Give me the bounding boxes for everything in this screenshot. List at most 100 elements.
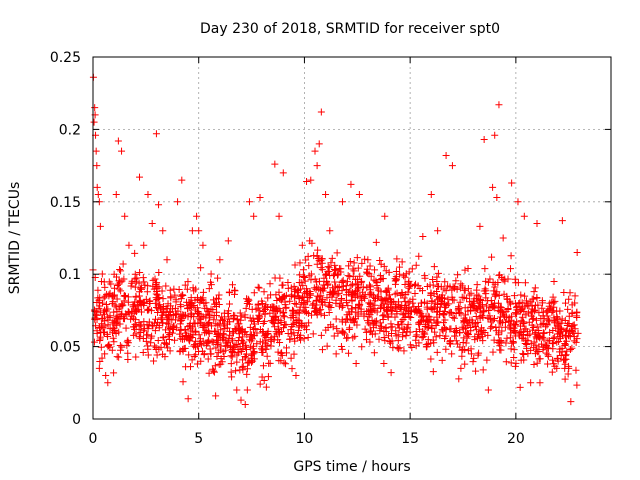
- data-point: [250, 289, 258, 297]
- data-point: [491, 314, 499, 322]
- data-point: [556, 307, 564, 315]
- data-point: [461, 266, 469, 274]
- data-point: [182, 329, 190, 337]
- data-point: [310, 284, 318, 292]
- data-point: [224, 310, 232, 318]
- data-point: [446, 325, 454, 333]
- data-point: [228, 281, 236, 289]
- data-point: [415, 252, 423, 260]
- data-point: [361, 255, 369, 263]
- data-point: [565, 295, 573, 303]
- data-point: [274, 319, 282, 327]
- data-point: [438, 326, 446, 334]
- data-point: [213, 340, 221, 348]
- data-point: [403, 304, 411, 312]
- data-point: [572, 366, 580, 374]
- data-point: [313, 292, 321, 300]
- data-point: [421, 330, 429, 338]
- data-point: [446, 308, 454, 316]
- data-point: [549, 335, 557, 343]
- data-point: [233, 325, 241, 333]
- data-point: [246, 331, 254, 339]
- data-point: [401, 280, 409, 288]
- data-point: [290, 293, 298, 301]
- data-point: [118, 147, 126, 155]
- data-point: [433, 308, 441, 316]
- data-point: [445, 309, 453, 317]
- data-point: [291, 337, 299, 345]
- data-point: [151, 327, 159, 335]
- data-point: [185, 299, 193, 307]
- data-point: [172, 296, 180, 304]
- data-point: [550, 299, 558, 307]
- data-point: [427, 289, 435, 297]
- data-point: [464, 265, 472, 273]
- data-point: [118, 343, 126, 351]
- data-point: [489, 316, 497, 324]
- data-point: [356, 272, 364, 280]
- data-point: [550, 314, 558, 322]
- data-point: [333, 325, 341, 333]
- data-point: [398, 258, 406, 266]
- data-point: [181, 281, 189, 289]
- data-point: [448, 162, 456, 170]
- data-point: [195, 227, 203, 235]
- tick-labels: 0 0.05 0.1 0.15 0.2 0.25 0 5 10 15 20: [50, 50, 525, 447]
- data-point: [154, 336, 162, 344]
- data-point: [430, 304, 438, 312]
- data-point: [311, 147, 319, 155]
- data-point: [263, 352, 271, 360]
- data-point: [108, 292, 116, 300]
- data-point: [481, 265, 489, 273]
- data-point: [92, 147, 100, 155]
- data-point: [237, 316, 245, 324]
- data-point: [391, 313, 399, 321]
- data-point: [110, 270, 118, 278]
- data-point: [264, 327, 272, 335]
- data-point: [243, 345, 251, 353]
- data-point: [192, 337, 200, 345]
- data-point: [90, 306, 98, 314]
- data-point: [452, 277, 460, 285]
- data-point: [404, 321, 412, 329]
- axis-ticks: [92, 56, 611, 420]
- data-point: [96, 336, 104, 344]
- data-point: [468, 316, 476, 324]
- data-point: [533, 220, 541, 228]
- data-point: [459, 339, 467, 347]
- data-point: [229, 311, 237, 319]
- data-point: [432, 333, 440, 341]
- data-point: [259, 362, 267, 370]
- data-point: [384, 304, 392, 312]
- data-point: [349, 315, 357, 323]
- data-point: [290, 329, 298, 337]
- data-point: [521, 302, 529, 310]
- data-point: [303, 178, 311, 186]
- data-point: [490, 336, 498, 344]
- data-point: [479, 366, 487, 374]
- data-point: [281, 301, 289, 309]
- data-point: [495, 101, 503, 109]
- data-point: [236, 309, 244, 317]
- data-point: [205, 285, 213, 293]
- data-point: [290, 307, 298, 315]
- data-point: [179, 335, 187, 343]
- data-point: [540, 335, 548, 343]
- data-point: [483, 356, 491, 364]
- data-point: [516, 329, 524, 337]
- data-point: [463, 334, 471, 342]
- data-point: [486, 324, 494, 332]
- data-point: [135, 288, 143, 296]
- data-point: [555, 320, 563, 328]
- data-point: [466, 298, 474, 306]
- data-point: [427, 191, 435, 199]
- data-point: [251, 325, 259, 333]
- data-point: [460, 314, 468, 322]
- data-point: [299, 266, 307, 274]
- data-point: [101, 306, 109, 314]
- data-point: [249, 357, 257, 365]
- data-point: [209, 338, 217, 346]
- data-point: [565, 312, 573, 320]
- data-point: [370, 276, 378, 284]
- data-point: [469, 358, 477, 366]
